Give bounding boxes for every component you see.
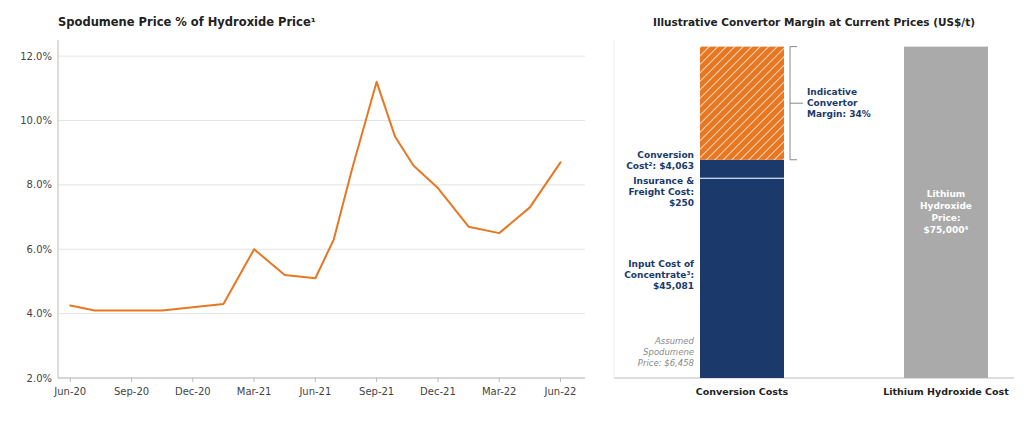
data-line <box>70 82 560 311</box>
bar-chart: Illustrative Convertor Margin at Current… <box>614 16 1014 397</box>
plot-area <box>700 47 988 378</box>
x-tick <box>499 378 500 382</box>
text-line: Margin: 34% <box>807 109 871 119</box>
x-tick <box>131 378 132 382</box>
bar-segment <box>700 179 784 378</box>
annotation: Insurance &Freight Cost:$250 <box>628 176 694 208</box>
bracket <box>790 159 797 160</box>
x-tick <box>376 378 377 382</box>
x-tick-label: Lithium Hydroxide Cost <box>883 386 1009 397</box>
bar-segment <box>700 178 784 179</box>
text-line: Insurance & <box>633 176 694 186</box>
annotation: AssumedSpodumenePrice: $6,458 <box>638 336 695 368</box>
y-tick-label: 2.0% <box>27 373 52 384</box>
text-line: Input Cost of <box>628 259 694 269</box>
text-line: Cost²: $4,063 <box>626 161 694 171</box>
text-line: Price: $6,458 <box>638 358 695 368</box>
annotation: IndicativeConvertorMargin: 34% <box>807 87 871 119</box>
x-tick-label: Jun-22 <box>544 386 577 397</box>
bar-segment <box>700 160 784 178</box>
text-line: $75,000⁴ <box>924 225 969 235</box>
x-tick-label: Dec-21 <box>420 386 456 397</box>
annotation: ConversionCost²: $4,063 <box>626 150 694 171</box>
x-tick <box>315 378 316 382</box>
x-tick-label: Jun-21 <box>298 386 331 397</box>
x-axis-line <box>58 378 585 379</box>
y-tick-label: 4.0% <box>27 308 52 319</box>
text-line: Concentrate³: <box>624 270 694 280</box>
grid-line <box>58 56 585 57</box>
text-line: Assumed <box>654 336 695 346</box>
y-tick-label: 6.0% <box>27 244 52 255</box>
bracket <box>790 103 803 104</box>
text-line: Lithium <box>927 189 965 199</box>
text-line: Hydroxide <box>920 201 972 211</box>
text-line: Convertor <box>807 98 858 108</box>
annotation: Input Cost ofConcentrate³:$45,081 <box>624 259 694 291</box>
y-tick-label: 12.0% <box>20 51 52 62</box>
bar-segment <box>904 47 988 378</box>
text-line: Price: <box>931 213 960 223</box>
y-tick-label: 10.0% <box>20 115 52 126</box>
y-axis-line <box>614 40 615 378</box>
x-tick-label: Sep-21 <box>359 386 394 397</box>
bracket <box>790 46 797 47</box>
grid-line <box>58 313 585 314</box>
chart-canvas: Spodumene Price % of Hydroxide Price¹ 2.0… <box>0 0 1024 421</box>
text-line: Conversion <box>637 150 694 160</box>
text-line: $250 <box>669 198 694 208</box>
x-tick-label: Mar-22 <box>482 386 517 397</box>
x-tick-label: Jun-20 <box>53 386 86 397</box>
grid-line <box>58 120 585 121</box>
x-tick <box>560 378 561 382</box>
text-line: Indicative <box>807 87 857 97</box>
x-tick <box>70 378 71 382</box>
line-chart: Spodumene Price % of Hydroxide Price¹ 2.0… <box>20 15 585 397</box>
x-tick <box>192 378 193 382</box>
y-tick-label: 8.0% <box>27 179 52 190</box>
grid-line <box>58 249 585 250</box>
grid-line <box>58 184 585 185</box>
y-axis-line <box>58 40 59 378</box>
text-line: Spodumene <box>643 347 694 357</box>
text-line: $45,081 <box>653 281 694 291</box>
bar-segment <box>700 47 784 160</box>
x-tick-label: Conversion Costs <box>696 386 789 397</box>
x-tick-label: Mar-21 <box>237 386 272 397</box>
annotation: Lithium Hydroxide Price: $75,000⁴ <box>920 189 972 235</box>
x-tick <box>437 378 438 382</box>
chart-title: Spodumene Price % of Hydroxide Price¹ <box>58 15 316 29</box>
text-line: Freight Cost: <box>628 187 694 197</box>
grid-line <box>58 378 585 379</box>
x-tick-label: Dec-20 <box>175 386 211 397</box>
x-tick-label: Sep-20 <box>114 386 149 397</box>
plot-area <box>70 82 560 311</box>
chart-title: Illustrative Convertor Margin at Current… <box>653 16 975 28</box>
x-tick <box>254 378 255 382</box>
